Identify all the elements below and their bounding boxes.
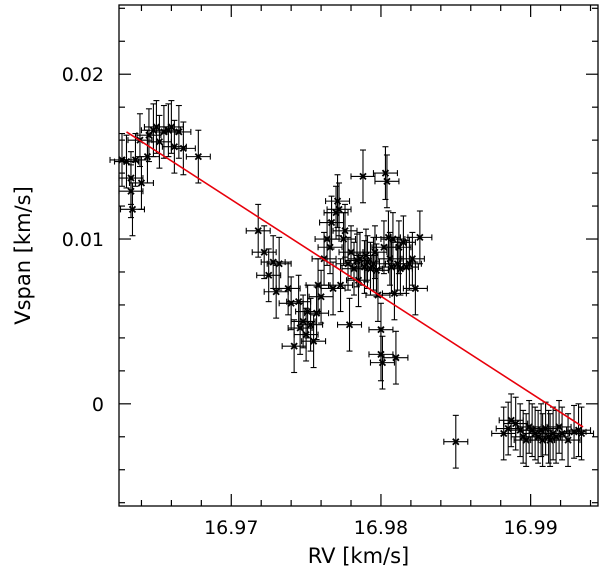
- point-marker: [335, 205, 343, 213]
- y-tick-label: 0.02: [62, 64, 104, 86]
- data-point: [402, 261, 428, 316]
- point-marker: [359, 172, 367, 181]
- point-marker: [564, 436, 572, 444]
- point-marker: [254, 227, 262, 235]
- data-point: [298, 297, 324, 352]
- point-marker: [275, 260, 283, 268]
- point-marker: [131, 156, 140, 164]
- point-marker: [128, 205, 137, 213]
- point-marker: [260, 248, 268, 256]
- data-point: [332, 203, 358, 258]
- point-marker: [152, 123, 161, 131]
- data-point: [537, 413, 563, 467]
- point-marker: [531, 429, 539, 438]
- data-point: [136, 108, 162, 163]
- point-marker: [416, 233, 424, 242]
- data-point: [569, 406, 595, 461]
- fit-line: [126, 131, 584, 428]
- point-marker: [336, 281, 345, 289]
- data-point: [266, 236, 292, 291]
- point-marker: [408, 255, 417, 263]
- data-point: [555, 413, 581, 467]
- point-marker: [327, 218, 336, 227]
- y-tick-label: 0: [92, 394, 104, 416]
- point-marker: [405, 260, 414, 268]
- point-marker: [383, 177, 391, 185]
- point-marker: [380, 243, 388, 251]
- point-marker: [392, 354, 400, 362]
- point-marker: [519, 433, 527, 441]
- data-point: [326, 182, 352, 237]
- point-marker: [552, 433, 560, 441]
- x-tick-label: 16.97: [204, 517, 258, 539]
- data-point: [393, 240, 419, 294]
- point-marker: [290, 342, 298, 350]
- data-point: [546, 399, 572, 454]
- data-point: [383, 330, 409, 385]
- point-marker: [194, 152, 202, 161]
- data-point: [443, 414, 469, 469]
- point-marker: [356, 255, 364, 263]
- point-marker: [390, 289, 399, 298]
- point-marker: [507, 416, 515, 424]
- point-marker: [179, 144, 188, 153]
- y-tick-labels: 0 0.01 0.02: [62, 64, 104, 416]
- data-point: [335, 236, 361, 291]
- point-marker: [155, 138, 164, 146]
- point-marker: [452, 438, 460, 446]
- point-marker: [284, 284, 292, 293]
- y-tick-label: 0.01: [62, 229, 104, 251]
- data-point: [374, 154, 400, 209]
- point-marker: [344, 260, 352, 268]
- data-point: [245, 203, 271, 258]
- point-marker: [265, 271, 273, 279]
- data-point: [275, 261, 301, 316]
- data-point: [328, 258, 354, 313]
- data-point: [128, 156, 154, 210]
- point-marker: [577, 429, 586, 438]
- point-marker: [512, 419, 520, 428]
- point-marker: [323, 235, 331, 243]
- data-point: [369, 335, 395, 390]
- point-marker: [341, 227, 349, 235]
- point-marker: [347, 248, 355, 256]
- point-marker: [555, 423, 563, 431]
- point-marker: [345, 321, 354, 329]
- point-marker: [299, 317, 307, 326]
- point-marker: [411, 284, 420, 293]
- point-marker: [574, 426, 583, 434]
- data-point: [381, 266, 407, 321]
- x-axis-label: RV [km/s]: [308, 544, 410, 568]
- point-marker: [167, 123, 176, 131]
- data-point: [338, 225, 364, 280]
- point-marker: [522, 436, 530, 444]
- data-point: [170, 121, 196, 176]
- point-marker: [296, 324, 304, 332]
- fit-line-group: [126, 131, 584, 428]
- data-point: [336, 297, 363, 352]
- data-point: [407, 210, 433, 265]
- point-marker: [314, 281, 322, 289]
- point-marker: [546, 436, 554, 444]
- data-point: [304, 286, 330, 341]
- data-point: [256, 248, 282, 303]
- data-point: [251, 225, 277, 280]
- x-tick-labels: 16.97 16.98 16.99: [204, 517, 558, 539]
- x-tick-label: 16.98: [354, 517, 408, 539]
- data-point: [166, 104, 192, 159]
- point-marker: [175, 128, 183, 136]
- x-tick-label: 16.99: [503, 517, 557, 539]
- y-axis-label: Vspan [km/s]: [11, 186, 35, 325]
- point-marker: [329, 284, 337, 293]
- point-marker: [306, 321, 315, 329]
- point-marker: [317, 293, 325, 301]
- axis-ticks: [119, 5, 598, 506]
- point-marker: [137, 179, 146, 187]
- point-marker: [525, 423, 533, 431]
- data-point: [566, 403, 592, 458]
- plot-frame: [118, 4, 599, 507]
- data-point: [185, 129, 211, 184]
- data-points: [109, 100, 595, 469]
